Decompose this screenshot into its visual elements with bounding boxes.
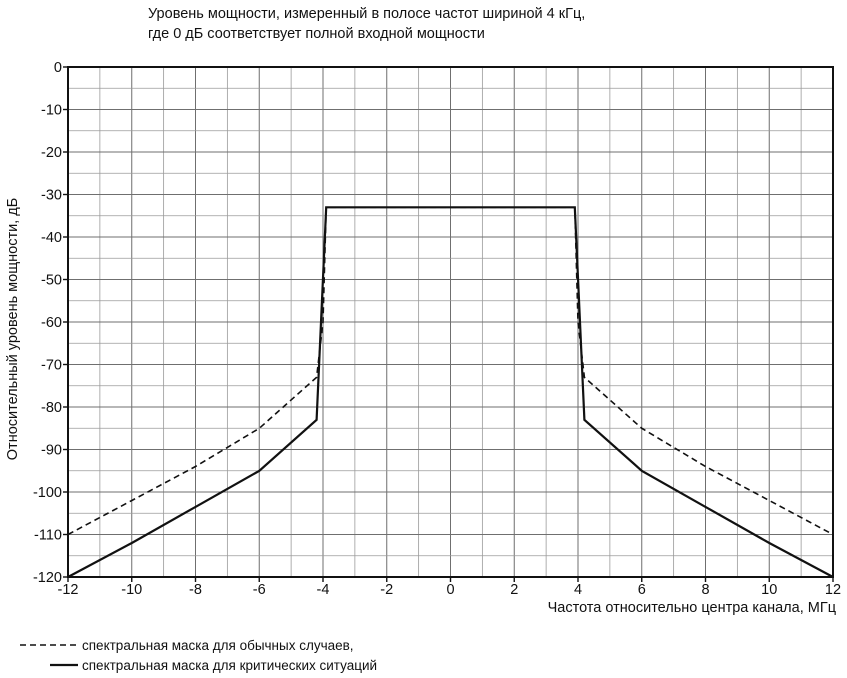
x-axis-label: Частота относительно центра канала, МГц	[547, 600, 836, 616]
y-tick-label: -90	[41, 443, 62, 459]
x-tick-label: 4	[574, 582, 582, 598]
y-tick-label: -20	[41, 145, 62, 161]
x-tick-label: -4	[317, 582, 330, 598]
y-tick-label: -60	[41, 315, 62, 331]
x-tick-label: 8	[701, 582, 709, 598]
x-tick-label: -2	[380, 582, 393, 598]
legend-entry-critical: спектральная маска для критических ситуа…	[20, 656, 377, 674]
y-tick-label: -30	[41, 188, 62, 204]
legend-entry-normal: спектральная маска для обычных случаев,	[20, 636, 354, 654]
y-tick-label: -70	[41, 358, 62, 374]
legend-label-normal: спектральная маска для обычных случаев,	[82, 637, 354, 653]
y-tick-label: -110	[34, 528, 62, 544]
y-tick-label: -10	[41, 103, 62, 119]
x-tick-label: 0	[446, 582, 454, 598]
x-tick-label: 10	[761, 582, 777, 598]
x-tick-label: -12	[58, 582, 79, 598]
x-tick-label: 2	[510, 582, 518, 598]
legend-label-critical: спектральная маска для критических ситуа…	[82, 657, 378, 673]
legend-swatch-dashed	[20, 644, 78, 646]
legend-swatch-solid	[50, 663, 78, 667]
chart-title-line-1: Уровень мощности, измеренный в полосе ча…	[148, 6, 586, 22]
y-tick-label: -50	[41, 273, 62, 289]
chart-title-line-2: где 0 дБ соответствует полной входной мо…	[148, 26, 485, 42]
x-tick-label: -6	[253, 582, 266, 598]
x-tick-label: 12	[825, 582, 841, 598]
y-tick-label: -80	[41, 400, 62, 416]
series-line-critical	[67, 206, 834, 578]
x-tick-label: -8	[189, 582, 202, 598]
y-tick-label: -40	[41, 230, 62, 246]
x-tick-label: -10	[121, 582, 142, 598]
y-tick-label: -120	[33, 570, 62, 586]
y-tick-label: -100	[33, 485, 62, 501]
y-tick-label: 0	[54, 60, 62, 76]
y-axis-label: Относительный уровень мощности, дБ	[5, 197, 21, 461]
x-tick-label: 6	[638, 582, 646, 598]
chart-plot: -12 -10 -8 -6 -4 -2 0 2 4 6 8 10 120-10-20-30-40-50-…	[33, 60, 841, 598]
